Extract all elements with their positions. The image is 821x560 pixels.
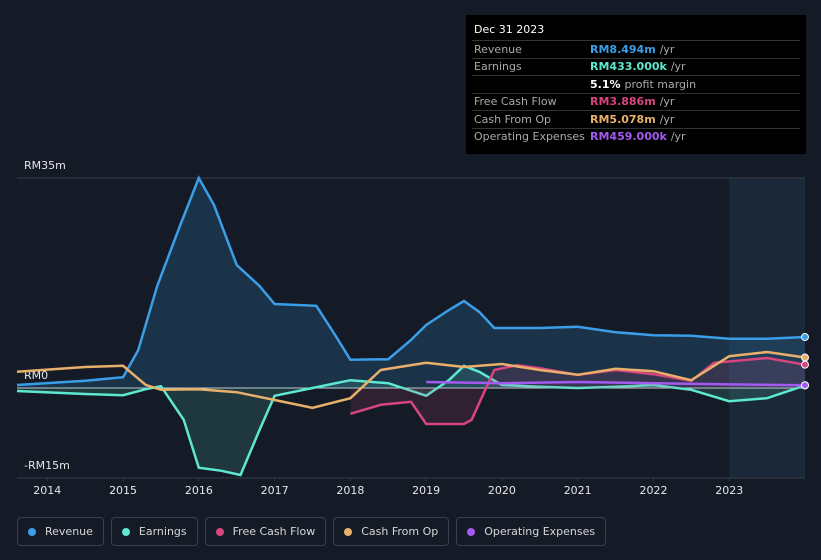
x-tick-label: 2018 <box>336 484 364 497</box>
tooltip-suffix: /yr <box>670 60 686 74</box>
area <box>17 178 805 388</box>
tooltip-label: Operating Expenses <box>474 130 585 144</box>
x-tick-label: 2016 <box>185 484 213 497</box>
tooltip-suffix: profit margin <box>624 77 697 91</box>
x-tick-label: 2014 <box>33 484 61 497</box>
tooltip-suffix: /yr <box>659 112 675 126</box>
legend: Revenue Earnings Free Cash Flow Cash From O… <box>17 517 607 546</box>
legend-item[interactable]: Cash From Op <box>333 517 450 546</box>
line <box>426 380 806 387</box>
y-tick-label: -RM15m <box>24 459 70 472</box>
tooltip-row: Earnings RM433.000k/yr <box>472 57 800 76</box>
x-tick-label: 2015 <box>109 484 137 497</box>
x-tick-label: 2022 <box>639 484 667 497</box>
tooltip-label: Cash From Op <box>474 112 552 126</box>
x-tick-label: 2017 <box>261 484 289 497</box>
tooltip-label: Revenue <box>474 42 522 56</box>
legend-item[interactable]: Earnings <box>110 517 198 546</box>
end-marker <box>801 360 809 369</box>
line <box>16 364 806 477</box>
area <box>17 365 805 475</box>
tooltip-label: Earnings <box>474 60 522 74</box>
tooltip-value: RM3.886m <box>590 95 656 109</box>
end-marker <box>801 381 809 390</box>
x-tick-label: 2021 <box>564 484 592 497</box>
legend-label: Earnings <box>138 525 187 538</box>
x-tick-label: 2019 <box>412 484 440 497</box>
tooltip-suffix: /yr <box>659 95 675 109</box>
legend-item[interactable]: Operating Expenses <box>456 517 607 546</box>
legend-dot <box>215 527 224 536</box>
tooltip-row: Revenue RM8.494m/yr <box>472 40 800 58</box>
legend-item[interactable]: Revenue <box>17 517 104 546</box>
legend-dot <box>344 527 353 536</box>
legend-item[interactable]: Free Cash Flow <box>204 517 327 546</box>
x-tick-label: 2020 <box>488 484 516 497</box>
legend-dot <box>28 527 36 536</box>
tooltip-value: RM459.000k <box>590 130 667 144</box>
legend-label: Cash From Op <box>361 525 439 538</box>
end-marker <box>801 353 809 362</box>
end-marker <box>801 333 809 342</box>
tooltip-value: RM433.000k <box>590 60 667 74</box>
tooltip-suffix: /yr <box>659 42 675 56</box>
legend-dot <box>467 527 476 536</box>
area <box>350 358 805 424</box>
tooltip-row: Operating Expenses RM459.000k/yr <box>472 127 800 146</box>
y-tick-label: RM35m <box>24 159 66 172</box>
legend-label: Operating Expenses <box>484 525 596 538</box>
tooltip-row: Free Cash Flow RM3.886m/yr <box>472 92 800 111</box>
x-tick-label: 2023 <box>715 484 743 497</box>
line <box>16 175 806 387</box>
highlight-band <box>729 178 805 478</box>
chart: RM35m RM0 -RM15m 2014 2015 2016 2017 2018 2019 20… <box>16 159 809 497</box>
tooltip-label: Free Cash Flow <box>474 95 557 109</box>
tooltip-value: RM5.078m <box>590 112 656 126</box>
legend-label: Free Cash Flow <box>232 525 316 538</box>
tooltip-row: 5.1% profit margin <box>472 75 800 93</box>
legend-dot <box>121 527 130 536</box>
tooltip-date: Dec 31 2023 <box>474 23 545 36</box>
tooltip-suffix: /yr <box>670 130 686 144</box>
legend-label: Revenue <box>45 525 93 538</box>
tooltip-row: Cash From Op RM5.078m/yr <box>472 110 800 128</box>
y-tick-label: RM0 <box>24 369 48 382</box>
tooltip-value: RM8.494m <box>590 42 656 56</box>
line <box>16 350 806 410</box>
tooltip-value: 5.1% <box>590 77 621 91</box>
tooltip: Dec 31 2023 Revenue RM8.494m/yr Earnings RM… <box>466 15 806 154</box>
